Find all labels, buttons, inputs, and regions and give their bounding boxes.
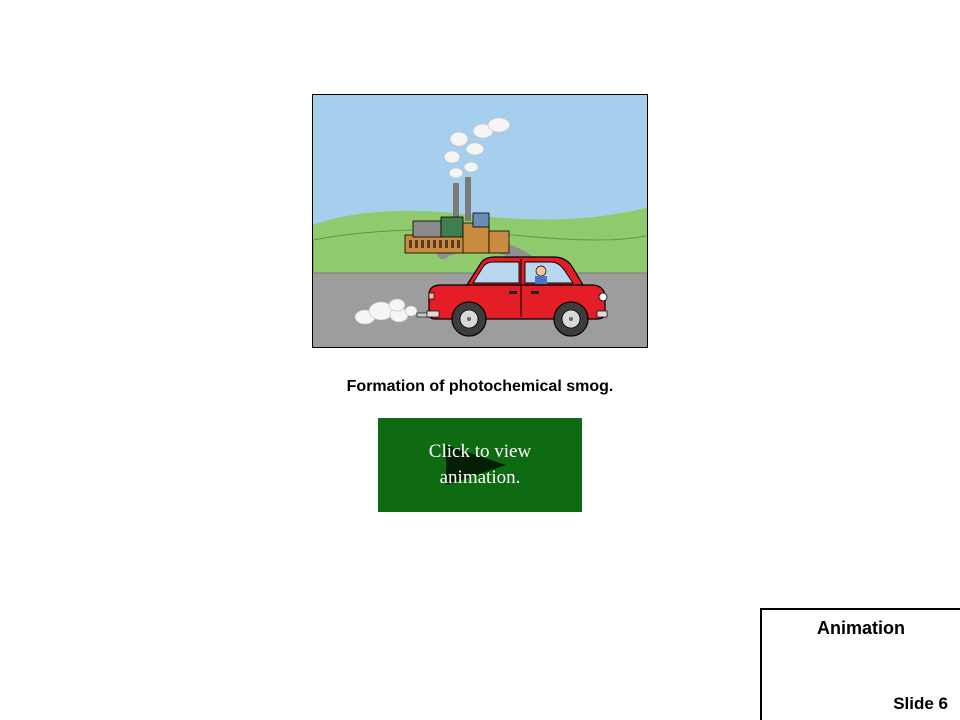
- footer-label: Animation: [774, 618, 948, 639]
- smog-scene-svg: [313, 95, 648, 348]
- illustration-caption: Formation of photochemical smog.: [0, 378, 960, 396]
- play-button-line1: Click to view: [429, 439, 531, 465]
- slide-container: Formation of photochemical smog. Click t…: [0, 0, 960, 720]
- slide-number: Slide 6: [774, 694, 948, 714]
- footer-box: Animation Slide 6: [760, 608, 960, 720]
- smog-illustration: [312, 94, 648, 348]
- view-animation-button[interactable]: Click to view animation.: [378, 418, 582, 512]
- play-button-line2: animation.: [440, 465, 521, 491]
